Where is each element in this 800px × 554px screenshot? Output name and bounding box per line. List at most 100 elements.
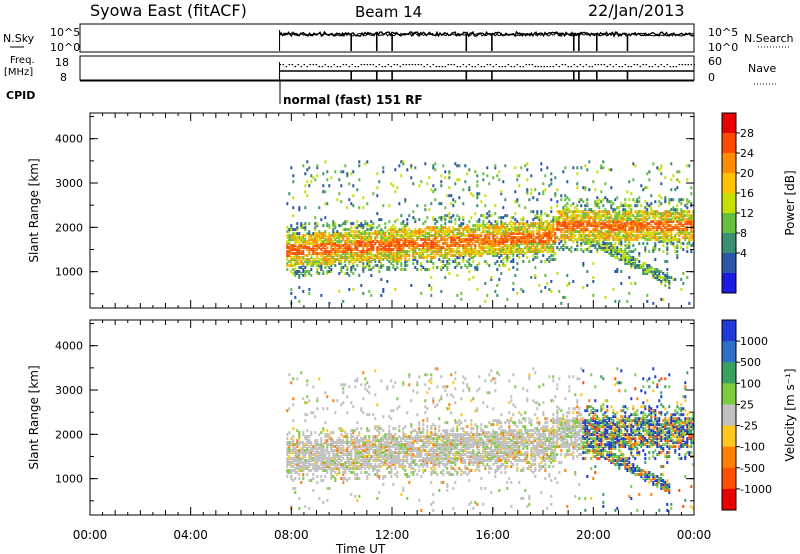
heatmap-cell [300, 256, 303, 260]
heatmap-cell [318, 260, 321, 264]
heatmap-cell [292, 238, 295, 242]
heatmap-cell [290, 226, 293, 230]
heatmap-cell [374, 465, 377, 469]
heatmap-cell [306, 240, 309, 244]
heatmap-cell [588, 250, 591, 254]
heatmap-cell [394, 238, 397, 242]
heatmap-cell [340, 260, 343, 264]
heatmap-cell [658, 232, 661, 236]
heatmap-cell [438, 240, 441, 244]
heatmap-cell [326, 242, 329, 246]
heatmap-cell [592, 275, 595, 279]
heatmap-cell [352, 170, 355, 174]
heatmap-cell [326, 246, 329, 250]
heatmap-cell [308, 453, 311, 457]
heatmap-cell [322, 256, 325, 260]
heatmap-cell [588, 232, 591, 236]
heatmap-cell [594, 188, 597, 192]
heatmap-cell [444, 248, 447, 252]
heatmap-cell [458, 256, 461, 260]
heatmap-cell [458, 242, 461, 246]
heatmap-cell [530, 224, 533, 228]
heatmap-cell [300, 244, 303, 248]
heatmap-cell [622, 250, 625, 254]
heatmap-cell [514, 224, 517, 228]
heatmap-cell [400, 244, 403, 248]
heatmap-cell [632, 250, 635, 254]
heatmap-cell [418, 230, 421, 234]
heatmap-cell [334, 461, 337, 465]
heatmap-cell [566, 196, 569, 200]
heatmap-cell [298, 467, 301, 471]
heatmap-cell [504, 240, 507, 244]
heatmap-cell [360, 455, 363, 459]
nave-dot [315, 64, 318, 66]
heatmap-cell [316, 447, 319, 451]
heatmap-cell [354, 226, 357, 230]
heatmap-cell [678, 228, 681, 232]
heatmap-cell [614, 210, 617, 214]
heatmap-cell [318, 445, 321, 449]
heatmap-cell [476, 220, 479, 224]
heatmap-cell [632, 198, 635, 202]
heatmap-cell [614, 246, 617, 250]
heatmap-cell [490, 252, 493, 256]
heatmap-cell [374, 453, 377, 457]
heatmap-cell [510, 240, 513, 244]
heatmap-cell [418, 236, 421, 240]
heatmap-cell [382, 457, 385, 461]
heatmap-cell [664, 234, 667, 238]
heatmap-cell [462, 260, 465, 264]
heatmap-cell [346, 449, 349, 453]
heatmap-cell [564, 224, 567, 228]
heatmap-cell [524, 252, 527, 256]
heatmap-cell [298, 461, 301, 465]
heatmap-cell [580, 236, 583, 240]
heatmap-cell [362, 232, 365, 236]
heatmap-cell [336, 445, 339, 449]
heatmap-cell [302, 289, 305, 293]
heatmap-cell [464, 250, 467, 254]
heatmap-cell [630, 208, 633, 212]
nave-dot [564, 64, 567, 66]
heatmap-cell [330, 269, 333, 273]
heatmap-cell [302, 269, 305, 273]
heatmap-cell [546, 214, 549, 218]
heatmap-cell [322, 459, 325, 463]
heatmap-cell [462, 202, 465, 206]
nave-dot [522, 66, 525, 68]
heatmap-cell [372, 254, 375, 258]
heatmap-cell [404, 252, 407, 256]
heatmap-cell [366, 443, 369, 447]
heatmap-cell [540, 210, 543, 214]
heatmap-cell [512, 236, 515, 240]
heatmap-cell [516, 230, 519, 234]
heatmap-cell [298, 453, 301, 457]
nave-dot [480, 66, 483, 68]
heatmap-cell [368, 224, 371, 228]
heatmap-cell [430, 285, 433, 289]
heatmap-cell [388, 234, 391, 238]
heatmap-cell [580, 248, 583, 252]
heatmap-cell [648, 214, 651, 218]
heatmap-cell [410, 234, 413, 238]
heatmap-cell [688, 232, 691, 236]
heatmap-cell [476, 224, 479, 228]
heatmap-cell [532, 218, 535, 222]
heatmap-cell [370, 242, 373, 246]
power-heatmap [286, 160, 695, 305]
heatmap-cell [662, 271, 665, 275]
heatmap-cell [500, 238, 503, 242]
heatmap-cell [324, 467, 327, 471]
heatmap-cell [588, 218, 591, 222]
heatmap-cell [332, 262, 335, 266]
heatmap-cell [416, 267, 419, 271]
heatmap-cell [490, 246, 493, 250]
heatmap-cell [552, 248, 555, 252]
heatmap-cell [386, 433, 389, 437]
heatmap-cell [476, 240, 479, 244]
heatmap-cell [332, 467, 335, 471]
heatmap-cell [336, 234, 339, 238]
heatmap-cell [362, 291, 365, 295]
heatmap-cell [638, 234, 641, 238]
